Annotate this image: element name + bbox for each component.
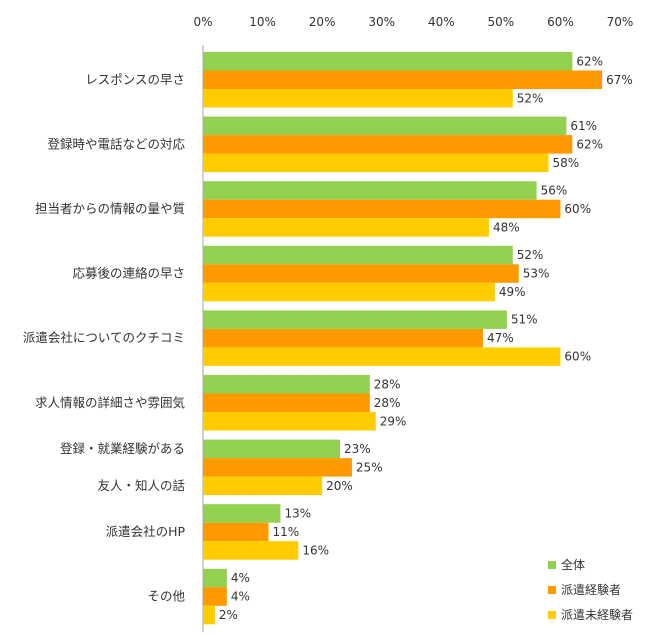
x-tick-label: 70% xyxy=(607,15,634,29)
bar xyxy=(203,476,323,496)
bar-value-label: 16% xyxy=(302,543,329,557)
x-tick-label: 20% xyxy=(309,15,336,29)
category-label: 求人情報の詳細さや雰囲気 xyxy=(35,395,185,410)
bar-value-label: 25% xyxy=(356,460,383,474)
bar-value-label: 4% xyxy=(231,590,250,604)
bar xyxy=(203,412,376,431)
x-tick-label: 50% xyxy=(488,15,515,29)
bar-value-label: 23% xyxy=(344,442,371,456)
bar xyxy=(203,347,561,366)
bar-value-label: 49% xyxy=(499,285,526,299)
bar xyxy=(203,328,483,348)
category-label: 派遣会社についてのクチコミ xyxy=(23,330,185,345)
bar xyxy=(203,245,513,265)
legend-label: 派遣未経験者 xyxy=(561,607,633,622)
bar xyxy=(203,310,507,329)
bar-value-label: 62% xyxy=(576,137,603,151)
bar xyxy=(203,282,495,302)
bar-value-label: 20% xyxy=(326,479,353,493)
bar xyxy=(203,199,561,219)
legend-swatch xyxy=(548,561,556,569)
category-label: 登録・就業経験がある xyxy=(60,441,185,456)
bar-value-label: 62% xyxy=(576,54,603,68)
bar xyxy=(203,70,603,89)
bar xyxy=(203,52,573,71)
category-label: 応募後の連絡の早さ xyxy=(72,266,185,281)
bar xyxy=(203,218,489,237)
legend-label: 派遣経験者 xyxy=(561,582,621,597)
bar xyxy=(203,264,519,283)
bar xyxy=(203,541,299,560)
x-tick-label: 60% xyxy=(547,15,574,29)
bar-value-label: 61% xyxy=(570,119,597,133)
bar xyxy=(203,458,352,477)
bar-value-label: 11% xyxy=(273,525,300,539)
bar-value-label: 29% xyxy=(380,414,407,428)
bar xyxy=(203,605,215,625)
bar xyxy=(203,439,341,459)
bar-value-label: 58% xyxy=(553,156,580,170)
bar-value-label: 4% xyxy=(231,571,250,585)
bar xyxy=(203,522,269,542)
legend-label: 全体 xyxy=(561,557,585,572)
x-tick-label: 0% xyxy=(193,15,212,29)
bar xyxy=(203,393,370,412)
bar-value-label: 51% xyxy=(511,313,538,327)
bar xyxy=(203,181,537,200)
bar-value-label: 13% xyxy=(284,506,311,520)
bar xyxy=(203,587,227,606)
x-tick-label: 30% xyxy=(368,15,395,29)
legend-swatch xyxy=(548,586,556,594)
category-label: 派遣会社のHP xyxy=(106,524,186,539)
bar-value-label: 56% xyxy=(541,183,568,197)
bar-value-label: 67% xyxy=(606,73,633,87)
category-label: 友人・知人の話 xyxy=(97,478,185,493)
bar xyxy=(203,568,227,588)
legend-swatch xyxy=(548,611,556,619)
bar-value-label: 60% xyxy=(564,350,591,364)
bar-value-label: 60% xyxy=(564,202,591,216)
category-label: レスポンスの早さ xyxy=(85,72,185,87)
bar-value-label: 28% xyxy=(374,377,401,391)
category-label: その他 xyxy=(147,589,185,604)
bar-value-label: 2% xyxy=(219,608,238,622)
bar xyxy=(203,135,573,154)
bar-value-label: 53% xyxy=(523,267,550,281)
x-tick-label: 10% xyxy=(249,15,276,29)
x-tick-label: 40% xyxy=(428,15,455,29)
bar-value-label: 52% xyxy=(517,91,544,105)
bar xyxy=(203,375,370,394)
bar-value-label: 47% xyxy=(487,331,514,345)
bar-value-label: 28% xyxy=(374,396,401,410)
category-label: 担当者からの情報の量や質 xyxy=(35,201,185,216)
bar-value-label: 52% xyxy=(517,248,544,262)
bar xyxy=(203,89,513,108)
bar xyxy=(203,504,281,523)
category-label: 登録時や電話などの対応 xyxy=(47,136,185,151)
bar xyxy=(203,153,549,173)
bar-value-label: 48% xyxy=(493,220,520,234)
bar xyxy=(203,116,567,136)
